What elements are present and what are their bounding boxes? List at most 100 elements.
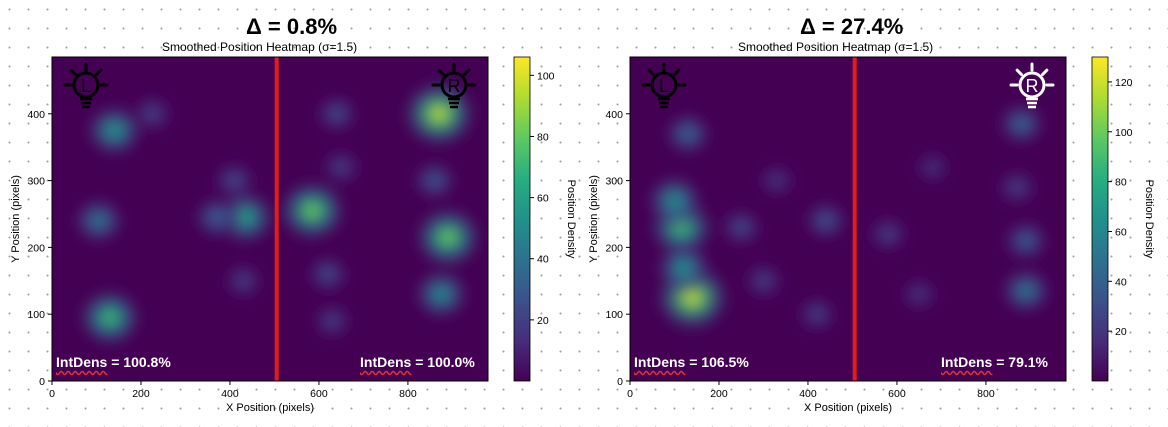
- colorbar: [513, 56, 531, 382]
- lightbulb-left-icon: L: [641, 62, 687, 109]
- intdens-right-word: IntDens: [941, 354, 993, 370]
- x-tick-label: 600: [310, 388, 328, 400]
- x-tick-label: 0: [627, 388, 633, 400]
- intdens-right: IntDens = 100.0%: [360, 354, 475, 370]
- y-axis-label: Y Position (pixels): [10, 175, 22, 263]
- density-blob: [411, 203, 485, 271]
- delta-label: Δ = 0.8%: [246, 14, 338, 39]
- density-blob: [275, 177, 349, 245]
- colorbar-tick-label: 80: [537, 131, 549, 143]
- density-blob: [317, 145, 365, 189]
- colorbar-label: Position Density: [1143, 180, 1155, 259]
- density-blob: [312, 91, 362, 137]
- density-blob: [643, 172, 706, 229]
- intdens-left-word: IntDens: [634, 354, 686, 370]
- density-blob: [70, 194, 128, 247]
- x-tick-label: 800: [977, 388, 995, 400]
- lightbulb-right-icon: R: [431, 62, 477, 109]
- y-tick-label: 300: [27, 176, 45, 188]
- colorbar-tick-label: 40: [1115, 276, 1127, 288]
- bulb-ray-2: [647, 68, 655, 76]
- y-axis-label: Y Position (pixels): [588, 175, 600, 263]
- bulb-glass: [440, 71, 468, 99]
- density-blob: [220, 259, 267, 303]
- intdens-left: IntDens = 100.8%: [56, 354, 171, 370]
- bulb-letter: R: [1026, 76, 1039, 96]
- density-blob: [994, 99, 1049, 149]
- y-tick-label: 300: [605, 176, 623, 188]
- density-blob: [410, 266, 472, 323]
- density-blob: [128, 92, 176, 136]
- x-axis-label: X Position (pixels): [226, 402, 314, 414]
- y-tick-label: 100: [27, 309, 45, 321]
- y-tick-label: 200: [27, 242, 45, 254]
- colorbar-tick-label: 80: [1115, 177, 1127, 189]
- chart-title: Smoothed Position Heatmap (σ=1.5): [162, 40, 358, 54]
- y-tick-label: 400: [27, 109, 45, 121]
- intdens-left: IntDens = 106.5%: [634, 354, 749, 370]
- colorbar-tick-label: 20: [1115, 326, 1127, 338]
- bulb-letter: L: [659, 76, 669, 96]
- density-blob: [409, 157, 460, 204]
- density-blob: [652, 239, 715, 296]
- density-blob: [997, 264, 1055, 317]
- x-tick-label: 400: [221, 388, 239, 400]
- colorbar-tick-label: 100: [537, 70, 555, 82]
- density-blob: [793, 292, 841, 336]
- colorbar: [1091, 56, 1109, 382]
- x-tick-label: 0: [49, 388, 55, 400]
- intdens-left-value: = 100.8%: [111, 354, 171, 370]
- density-blob: [896, 273, 942, 315]
- intdens-right-value: = 79.1%: [996, 354, 1048, 370]
- bulb-ray-2: [1015, 68, 1023, 76]
- x-tick-label: 200: [710, 388, 728, 400]
- bulb-ray-2: [69, 68, 77, 76]
- bulb-ray-1: [1041, 68, 1049, 76]
- x-tick-label: 200: [132, 388, 150, 400]
- colorbar-tick-label: 120: [1115, 77, 1133, 89]
- lightbulb-left-icon: L: [63, 62, 109, 109]
- density-blob: [717, 205, 766, 250]
- colorbar-tick-label: 100: [1115, 127, 1133, 139]
- lightbulb-right-icon: R: [1009, 62, 1055, 109]
- bulb-glass: [72, 71, 100, 99]
- plot-frame: [629, 56, 1067, 382]
- intdens-left-value: = 106.5%: [689, 354, 749, 370]
- heatmap-panel-right: Δ = 27.4% Smoothed Position Heatmap (σ=1…: [578, 0, 1168, 427]
- heatmap-haze: [643, 99, 1055, 336]
- colorbar-tick-label: 40: [537, 254, 549, 266]
- colorbar-tick-label: 60: [537, 193, 549, 205]
- intdens-right: IntDens = 79.1%: [941, 354, 1048, 370]
- density-blob: [75, 285, 145, 350]
- x-tick-label: 600: [888, 388, 906, 400]
- density-blob: [309, 299, 356, 343]
- density-blob: [1000, 217, 1052, 265]
- y-tick-label: 200: [605, 242, 623, 254]
- y-tick-label: 400: [605, 109, 623, 121]
- x-axis-label: X Position (pixels): [804, 402, 892, 414]
- density-blob: [740, 259, 787, 303]
- bulb-letter: R: [448, 76, 461, 96]
- delta-label: Δ = 27.4%: [800, 14, 904, 39]
- density-blob: [190, 193, 243, 242]
- chart-title: Smoothed Position Heatmap (σ=1.5): [738, 40, 934, 54]
- bulb-glass: [1018, 71, 1046, 99]
- density-blob: [800, 197, 851, 244]
- y-tick-label: 0: [617, 376, 623, 388]
- bulb-ray-1: [673, 68, 681, 76]
- density-blob: [864, 212, 912, 256]
- intdens-right-value: = 100.0%: [415, 354, 475, 370]
- density-blob: [910, 146, 955, 188]
- colorbar-tick-label: 60: [1115, 226, 1127, 238]
- plot-frame: [51, 56, 489, 382]
- colorbar-label: Position Density: [565, 180, 577, 259]
- x-tick-label: 400: [799, 388, 817, 400]
- bulb-letter: L: [81, 76, 91, 96]
- colorbar-tick-label: 20: [537, 315, 549, 327]
- intdens-left-word: IntDens: [56, 354, 108, 370]
- bulb-ray-1: [463, 68, 471, 76]
